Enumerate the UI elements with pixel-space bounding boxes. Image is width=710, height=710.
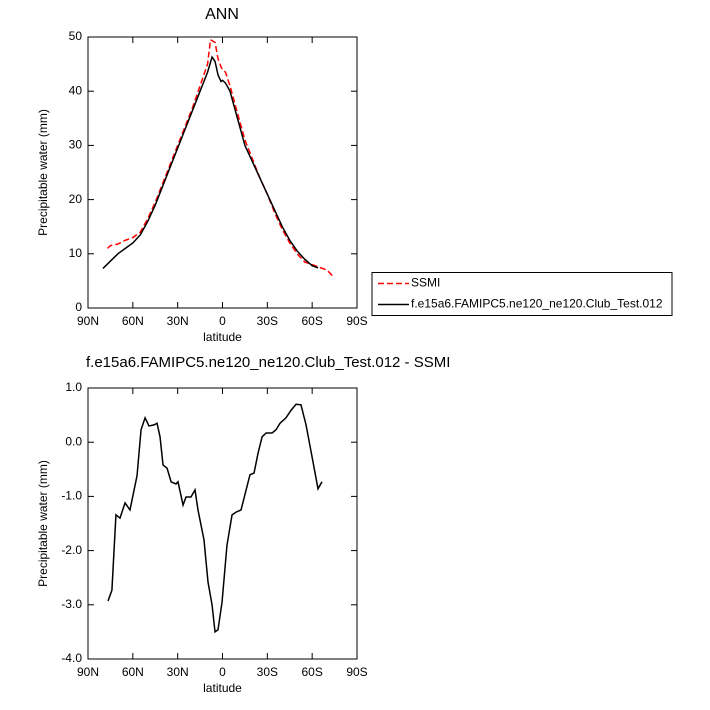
x-tick-label: 30S: [257, 314, 278, 328]
y-tick-label: 20: [69, 192, 83, 206]
x-tick-label: 30N: [167, 665, 189, 679]
y-tick-label: -2.0: [61, 543, 82, 557]
legend-box: [371, 272, 673, 316]
y-tick-label: -4.0: [61, 651, 82, 665]
y-tick-label: 30: [69, 138, 83, 152]
plot-frame: [87, 387, 358, 660]
x-tick-label: 0: [219, 665, 226, 679]
x-tick-label: 90S: [346, 665, 367, 679]
plot-frame: [87, 36, 358, 309]
y-tick-label: -1.0: [61, 489, 82, 503]
y-tick-label: 0: [75, 300, 82, 314]
x-tick-label: 0: [219, 314, 226, 328]
y-tick-label: 1.0: [65, 380, 82, 394]
x-tick-label: 30S: [257, 665, 278, 679]
y-axis-label: Precipitable water (mm): [36, 460, 50, 587]
x-tick-label: 60S: [301, 314, 322, 328]
data-line: [107, 403, 323, 634]
chart-title: f.e15a6.FAMIPC5.ne120_ne120.Club_Test.01…: [86, 354, 450, 371]
y-tick-label: 10: [69, 246, 83, 260]
y-tick-label: -3.0: [61, 597, 82, 611]
x-tick-label: 60N: [122, 314, 144, 328]
data-line: [102, 55, 319, 269]
x-axis-label: latitude: [203, 681, 242, 695]
x-axis-label: latitude: [203, 330, 242, 344]
legend-label: SSMI: [411, 276, 440, 290]
x-tick-label: 90N: [77, 314, 99, 328]
x-tick-label: 90S: [346, 314, 367, 328]
x-tick-label: 30N: [167, 314, 189, 328]
x-tick-label: 60N: [122, 665, 144, 679]
chart-title: ANN: [205, 6, 239, 23]
legend-label: f.e15a6.FAMIPC5.ne120_ne120.Club_Test.01…: [411, 297, 663, 311]
y-tick-label: 0.0: [65, 434, 82, 448]
y-tick-label: 40: [69, 83, 83, 97]
y-axis-label: Precipitable water (mm): [36, 109, 50, 236]
y-tick-label: 50: [69, 29, 83, 43]
x-tick-label: 60S: [301, 665, 322, 679]
data-line: [106, 38, 334, 278]
x-tick-label: 90N: [77, 665, 99, 679]
